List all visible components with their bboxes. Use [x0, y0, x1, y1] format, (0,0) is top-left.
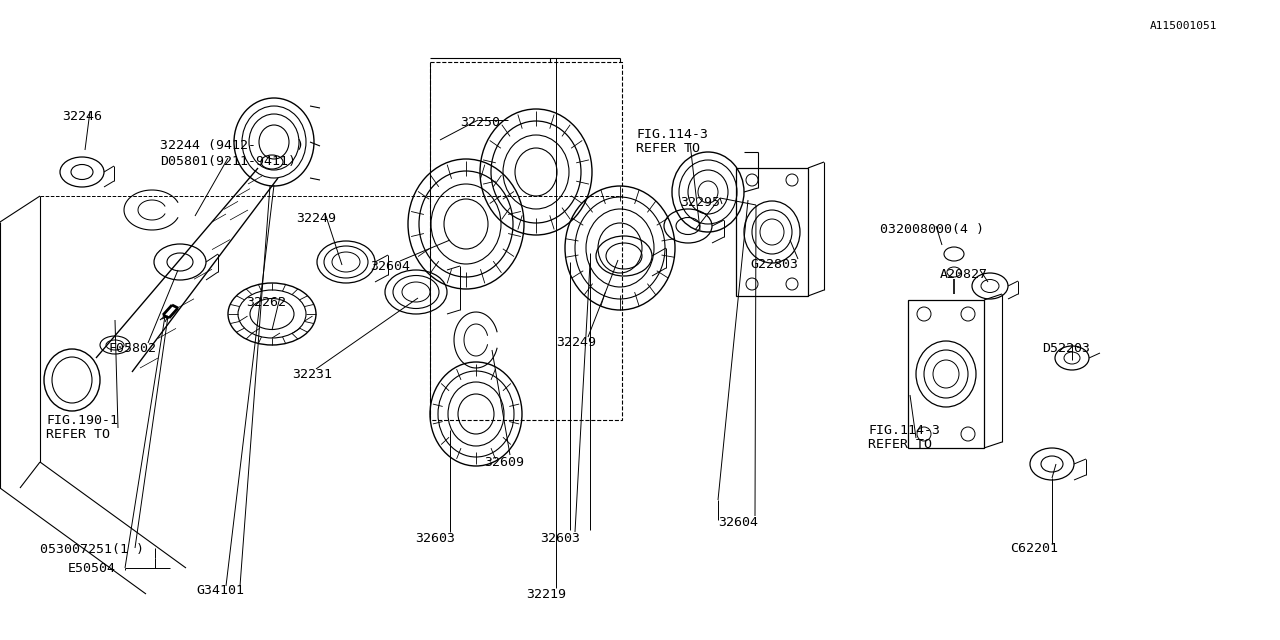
Text: 32249: 32249 [296, 211, 335, 225]
Text: 32604: 32604 [370, 259, 410, 273]
Text: A20827: A20827 [940, 268, 988, 280]
Text: 32603: 32603 [540, 531, 580, 545]
Text: 32249: 32249 [556, 335, 596, 349]
Text: C62201: C62201 [1010, 541, 1059, 554]
Text: 32604: 32604 [718, 515, 758, 529]
Text: REFER TO: REFER TO [636, 141, 700, 154]
Text: 32262: 32262 [246, 296, 285, 308]
Text: 32246: 32246 [61, 109, 102, 122]
Text: 32231: 32231 [292, 367, 332, 381]
Bar [430, 62, 622, 420]
Text: FIG.114-3: FIG.114-3 [636, 127, 708, 141]
Text: A115001051: A115001051 [1149, 21, 1217, 31]
Text: E50504: E50504 [68, 561, 116, 575]
Text: FIG.114-3: FIG.114-3 [868, 424, 940, 436]
Text: G34101: G34101 [196, 584, 244, 596]
Text: 32609: 32609 [484, 456, 524, 468]
Bar [736, 168, 808, 296]
Bar [908, 300, 984, 448]
Text: FIG.190-1: FIG.190-1 [46, 413, 118, 426]
Text: REFER TO: REFER TO [46, 428, 110, 440]
Text: 032008000(4 ): 032008000(4 ) [881, 223, 984, 237]
Text: D52203: D52203 [1042, 342, 1091, 355]
Text: REFER TO: REFER TO [868, 438, 932, 451]
Text: F05802: F05802 [108, 342, 156, 355]
Text: 32250: 32250 [460, 115, 500, 129]
Text: 053007251(1 ): 053007251(1 ) [40, 543, 143, 557]
Text: D05801(9211-9411): D05801(9211-9411) [160, 156, 296, 168]
Text: 32295: 32295 [680, 195, 719, 209]
Text: 32603: 32603 [415, 531, 454, 545]
Text: G22803: G22803 [750, 257, 797, 271]
Text: 32219: 32219 [526, 588, 566, 600]
Text: 32244 (9412-     ): 32244 (9412- ) [160, 140, 305, 152]
